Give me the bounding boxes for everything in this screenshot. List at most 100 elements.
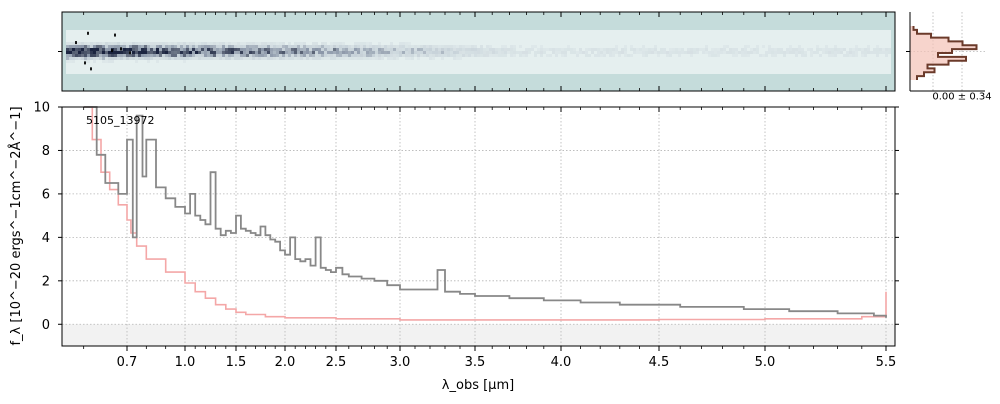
- trace-cell: [240, 54, 243, 57]
- trace-cell: [255, 48, 258, 51]
- trace-cell: [702, 48, 705, 51]
- trace-cell: [243, 48, 246, 51]
- trace-cell: [603, 54, 606, 57]
- trace-cell: [465, 48, 468, 51]
- trace-cell: [639, 51, 642, 54]
- trace-cell: [330, 54, 333, 57]
- trace-cell: [477, 51, 480, 54]
- x-tick-label: 2.0: [275, 355, 296, 370]
- trace-cell: [300, 42, 303, 45]
- trace-cell: [123, 45, 126, 48]
- trace-cell: [492, 54, 495, 57]
- y-tick-label: 6: [42, 187, 50, 202]
- trace-cell: [669, 48, 672, 51]
- trace-cell: [888, 51, 891, 54]
- trace-cell: [375, 51, 378, 54]
- trace-cell: [678, 51, 681, 54]
- trace-cell: [288, 51, 291, 54]
- trace-cell: [687, 51, 690, 54]
- trace-cell: [96, 48, 99, 51]
- trace-cell: [471, 54, 474, 57]
- zero-band: [62, 324, 895, 346]
- trace-cell: [876, 51, 879, 54]
- trace-cell: [480, 54, 483, 57]
- trace-cell: [624, 45, 627, 48]
- trace-cell: [585, 48, 588, 51]
- trace-cell: [723, 48, 726, 51]
- trace-cell: [798, 51, 801, 54]
- trace-cell: [402, 45, 405, 48]
- trace-cell: [144, 48, 147, 51]
- trace-cell: [285, 54, 288, 57]
- trace-cell: [219, 54, 222, 57]
- trace-cell: [225, 51, 228, 54]
- trace-cell: [816, 48, 819, 51]
- trace-cell: [687, 48, 690, 51]
- trace-cell: [501, 51, 504, 54]
- trace-cell: [189, 42, 192, 45]
- trace-cell: [747, 54, 750, 57]
- trace-cell: [855, 54, 858, 57]
- trace-cell: [882, 48, 885, 51]
- trace-cell: [867, 51, 870, 54]
- trace-cell: [303, 51, 306, 54]
- trace-cell: [333, 42, 336, 45]
- profile-inset: 0.00 ± 0.34: [906, 12, 992, 102]
- trace-cell: [339, 51, 342, 54]
- trace-cell: [135, 57, 138, 60]
- trace-cell: [249, 51, 252, 54]
- x-tick-label: 4.0: [551, 355, 572, 370]
- trace-cell: [846, 54, 849, 57]
- trace-cell: [102, 60, 105, 63]
- trace-cell: [588, 54, 591, 57]
- trace-cell: [849, 48, 852, 51]
- trace-cell: [390, 54, 393, 57]
- trace-cell: [213, 51, 216, 54]
- trace-cell: [483, 48, 486, 51]
- trace-cell: [270, 54, 273, 57]
- trace-cell: [198, 57, 201, 60]
- trace-cell: [426, 54, 429, 57]
- trace-cell: [165, 45, 168, 48]
- trace-cell: [843, 54, 846, 57]
- trace-cell: [513, 54, 516, 57]
- trace-cell: [402, 51, 405, 54]
- trace-cell: [306, 48, 309, 51]
- trace-cell: [735, 48, 738, 51]
- trace-cell: [303, 54, 306, 57]
- trace-cell: [441, 51, 444, 54]
- trace-cell: [354, 48, 357, 51]
- trace-cell: [657, 54, 660, 57]
- trace-cell: [180, 42, 183, 45]
- trace-cell: [453, 51, 456, 54]
- trace-cell: [297, 57, 300, 60]
- trace-cell: [807, 48, 810, 51]
- trace-cell: [261, 54, 264, 57]
- trace-cell: [393, 51, 396, 54]
- trace-cell: [504, 45, 507, 48]
- trace-cell: [633, 51, 636, 54]
- trace-cell: [297, 42, 300, 45]
- trace-cell: [111, 54, 114, 57]
- trace-cell: [885, 54, 888, 57]
- trace-cell: [171, 42, 174, 45]
- trace-cell: [198, 48, 201, 51]
- trace-cell: [240, 57, 243, 60]
- y-axis-label: f_λ [10^−20 ergs^−1cm^−2Å^−1]: [8, 106, 24, 345]
- trace-cell: [882, 51, 885, 54]
- trace-cell: [162, 57, 165, 60]
- trace-cell: [231, 48, 234, 51]
- trace-cell: [810, 48, 813, 51]
- trace-cell: [186, 57, 189, 60]
- trace-cell: [132, 48, 135, 51]
- trace-cell: [324, 42, 327, 45]
- trace-cell: [153, 54, 156, 57]
- trace-cell: [507, 51, 510, 54]
- trace-cell: [180, 54, 183, 57]
- trace-cell: [270, 42, 273, 45]
- trace-cell: [288, 54, 291, 57]
- trace-cell: [609, 54, 612, 57]
- trace-cell: [276, 54, 279, 57]
- trace-cell: [528, 51, 531, 54]
- trace-cell: [285, 48, 288, 51]
